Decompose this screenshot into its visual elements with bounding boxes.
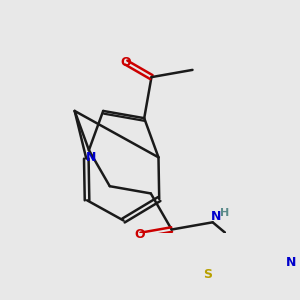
Text: O: O <box>135 229 145 242</box>
Text: S: S <box>203 268 212 281</box>
Text: N: N <box>211 209 221 223</box>
Text: N: N <box>86 151 96 164</box>
Text: H: H <box>220 208 229 218</box>
Text: N: N <box>286 256 296 269</box>
Text: O: O <box>120 56 131 69</box>
